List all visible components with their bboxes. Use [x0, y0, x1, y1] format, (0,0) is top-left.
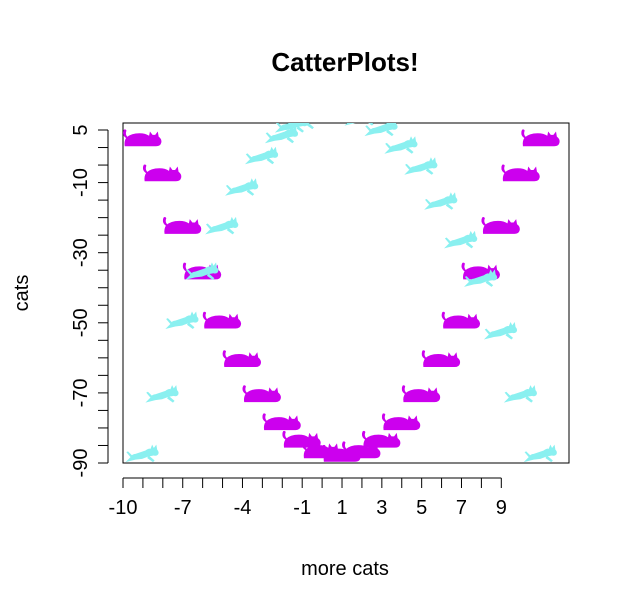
jumping-cat-point	[244, 146, 279, 165]
cat-point	[142, 164, 182, 182]
chart-title: CatterPlots!	[271, 47, 418, 77]
cat-markers	[123, 105, 560, 463]
jumping-cat-point	[305, 105, 338, 123]
jumping-cat-point	[125, 444, 159, 463]
cat-point	[242, 385, 281, 403]
cat-point	[162, 217, 202, 234]
cat-point	[441, 311, 481, 329]
jumping-cat-point	[145, 385, 179, 403]
cat-point	[262, 413, 301, 431]
cat-point	[202, 311, 242, 329]
y-tick-label: -70	[70, 378, 92, 407]
x-axis-label: more cats	[301, 558, 389, 580]
jumping-cat-point	[364, 123, 398, 137]
jumping-cat-point	[404, 157, 438, 175]
x-tick-label: 9	[496, 497, 507, 519]
x-tick-label: -4	[234, 497, 252, 519]
jumping-cat-point	[444, 230, 478, 249]
cat-point	[421, 350, 461, 368]
cat-point	[222, 350, 261, 368]
x-tick-label: 3	[376, 497, 387, 519]
jumping-cat-point	[523, 444, 557, 463]
x-tick-label: 1	[336, 497, 347, 519]
jumping-cat-point	[165, 311, 199, 329]
jumping-cat-point	[225, 178, 259, 196]
y-tick-label: 5	[70, 124, 92, 135]
jumping-cat-point	[384, 136, 418, 154]
jumping-cat-point	[424, 192, 458, 210]
jumping-cat-point	[284, 123, 318, 130]
cat-point	[123, 129, 162, 147]
x-tick-label: -7	[174, 497, 192, 519]
x-tick-label: 5	[416, 497, 427, 519]
x-tick-label: -1	[293, 497, 311, 519]
jumping-cat-point	[483, 321, 518, 340]
x-tick-label: 7	[456, 497, 467, 519]
cat-point	[381, 413, 421, 431]
cat-point	[401, 385, 441, 403]
y-tick-label: -50	[70, 308, 92, 337]
y-tick-label: -30	[70, 238, 92, 267]
jumping-cat-point	[205, 216, 239, 235]
y-axis: -90 -70 -50 -30 -10 5	[70, 124, 109, 478]
y-axis-label: cats	[11, 275, 33, 312]
cat-point	[282, 430, 321, 448]
jumping-cat-point	[325, 105, 358, 123]
jumping-cat-point	[503, 385, 537, 403]
cat-point	[521, 129, 560, 147]
cat-point	[501, 164, 540, 182]
x-axis: -10 -7 -4 -1 1 3 5 7 9	[109, 477, 507, 519]
cat-point	[481, 217, 520, 234]
x-tick-label: -10	[109, 497, 138, 519]
y-tick-label: -10	[70, 168, 92, 197]
cat-point	[361, 430, 401, 448]
plot-frame	[122, 122, 570, 464]
y-tick-label: -90	[70, 449, 92, 478]
